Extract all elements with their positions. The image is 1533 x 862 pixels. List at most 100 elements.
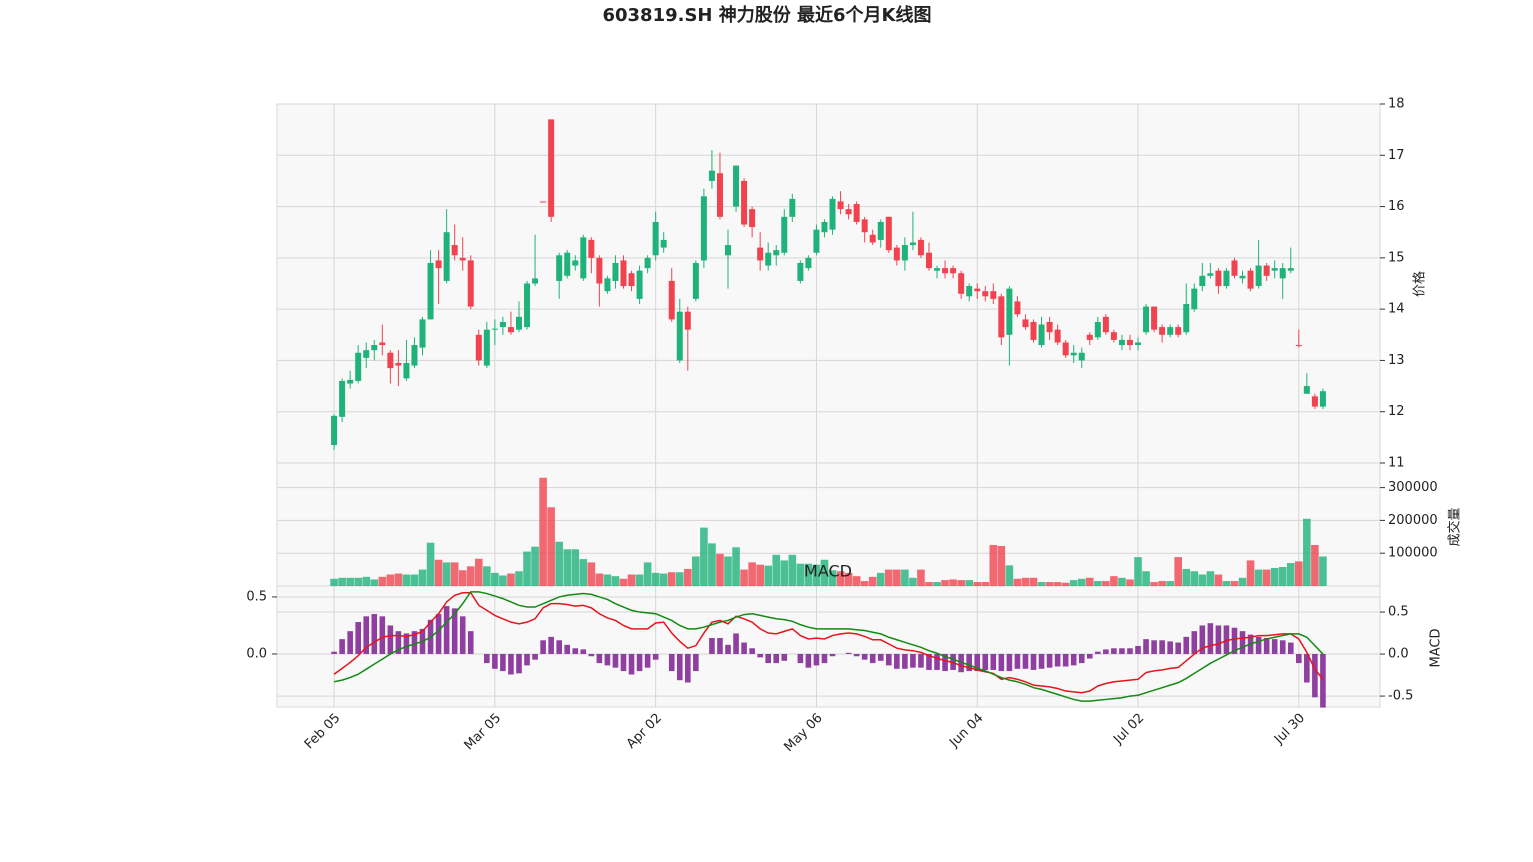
volume-bar <box>820 559 829 586</box>
candle-body <box>1239 275 1246 279</box>
macd-histogram-bar <box>1086 653 1093 659</box>
macd-histogram-bar <box>580 649 587 654</box>
candle-body <box>620 260 627 287</box>
candle-body <box>853 204 860 222</box>
volume-bar <box>684 568 692 586</box>
macd-histogram-bar <box>1183 636 1190 654</box>
candle-body <box>1295 345 1302 347</box>
volume-bar <box>667 572 676 586</box>
volume-bar <box>780 560 789 586</box>
candle-body <box>644 257 651 269</box>
candle-body <box>588 239 595 258</box>
x-tick-label: Jun 04 <box>946 711 986 751</box>
macd-histogram-bar <box>1215 625 1222 654</box>
macd-histogram-bar <box>371 614 378 654</box>
candle-body <box>676 311 683 361</box>
macd-histogram-bar <box>1239 631 1246 654</box>
macd-histogram-bar <box>813 653 820 666</box>
candle-body <box>1054 329 1061 343</box>
macd-histogram-bar <box>620 653 627 672</box>
macd-histogram-bar <box>363 616 370 654</box>
volume-bar <box>1029 577 1038 586</box>
candle-body <box>821 221 828 233</box>
candle-body <box>1319 391 1326 407</box>
volume-bar <box>1286 563 1295 586</box>
macd-histogram-bar <box>1199 625 1206 654</box>
candle-body <box>1215 270 1222 287</box>
macd-histogram-bar <box>709 638 715 654</box>
candle-body <box>684 311 691 330</box>
volume-bar <box>370 579 379 586</box>
macd-histogram-bar <box>685 653 691 683</box>
volume-bar <box>1045 582 1054 586</box>
macd-histogram-bar <box>1111 648 1117 654</box>
x-tick-label: Jul 02 <box>1110 711 1147 748</box>
candle-body <box>1094 321 1101 338</box>
candle-body <box>379 342 386 346</box>
y-tick-label: 14 <box>1388 302 1405 317</box>
candle-body <box>475 334 482 361</box>
volume-bar <box>1037 582 1046 586</box>
candle-body <box>757 247 764 261</box>
macd-histogram-bar <box>982 653 989 670</box>
macd-histogram-bar <box>805 653 812 668</box>
candle-body <box>781 216 788 253</box>
candle-body <box>395 362 402 366</box>
volume-bar <box>531 546 539 586</box>
volume-bar <box>1303 518 1311 586</box>
volume-bar <box>402 574 411 586</box>
candle-body <box>491 328 498 330</box>
volume-bar <box>1102 581 1110 586</box>
volume-bar <box>917 569 925 586</box>
candle-body <box>556 255 563 281</box>
volume-bar <box>338 577 346 586</box>
volume-bar <box>788 554 797 586</box>
candle-body <box>411 345 418 366</box>
candle-body <box>893 247 900 261</box>
y-tick-label: 16 <box>1388 199 1405 214</box>
candle-body <box>998 296 1005 338</box>
candle-body <box>1118 339 1125 346</box>
candle-body <box>1279 268 1286 279</box>
candle-body <box>909 242 916 246</box>
volume-bar <box>852 576 861 586</box>
candle-body <box>532 278 539 284</box>
macd-histogram-bar <box>387 625 394 654</box>
volume-bar <box>1270 567 1279 586</box>
candle-body <box>813 229 820 253</box>
macd-histogram-bar <box>339 639 345 654</box>
volume-bar <box>748 562 756 586</box>
candle-body <box>451 245 458 256</box>
macd-line <box>333 591 1324 694</box>
volume-bar <box>386 574 395 586</box>
candle-body <box>692 262 699 299</box>
candle-body <box>1151 306 1158 330</box>
candle-body <box>1183 304 1190 333</box>
y-tick-label: 0.0 <box>1388 647 1409 662</box>
x-tick-label: Apr 02 <box>624 711 665 752</box>
volume-bar <box>418 569 427 586</box>
macd-histogram-bar <box>556 640 562 654</box>
macd-histogram-bar <box>1175 642 1182 654</box>
candle-body <box>1159 327 1166 335</box>
volume-bar <box>949 579 957 586</box>
macd-histogram-bar <box>861 653 868 660</box>
candle-body <box>1078 352 1085 361</box>
panel-background <box>276 103 1381 464</box>
volume-bar <box>507 573 515 586</box>
candle-body <box>1006 288 1013 335</box>
volume-bar <box>1142 571 1150 586</box>
volume-bar <box>796 563 805 586</box>
volume-bar <box>1166 581 1174 586</box>
macd-histogram-bar <box>926 653 932 670</box>
volume-bar <box>354 577 362 586</box>
x-tick-label: Feb 05 <box>302 711 344 753</box>
volume-bar <box>1021 577 1030 586</box>
macd-histogram-bar <box>1191 631 1198 654</box>
panel-title: MACD <box>804 562 852 581</box>
volume-bar <box>330 578 338 586</box>
candle-body <box>1167 327 1174 335</box>
macd-histogram-bar <box>1006 653 1013 672</box>
volume-bar <box>860 581 869 586</box>
volume-bar <box>1230 581 1239 586</box>
